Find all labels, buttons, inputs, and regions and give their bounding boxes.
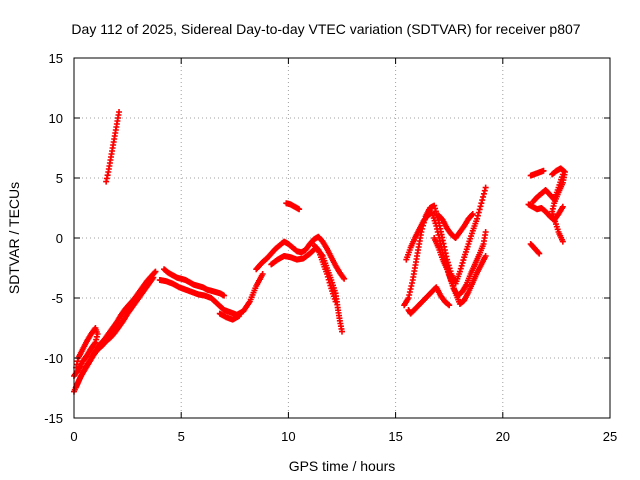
data-point [296,206,303,213]
data-point [478,200,485,207]
data-point [559,203,566,210]
data-point [460,257,467,264]
data-point [474,212,481,219]
x-tick-label: 25 [603,429,617,444]
data-point [482,253,489,259]
x-tick-label: 0 [70,429,77,444]
data-point [540,167,547,174]
y-tick-label: 0 [56,231,63,246]
data-point [536,250,543,257]
data-point [314,246,321,253]
data-point [458,262,465,269]
data-point [474,215,481,222]
data-point [431,202,438,209]
y-tick-label: 10 [49,111,63,126]
data-point [482,229,489,235]
data-point [559,238,566,245]
data-point [481,187,488,194]
ticks: 0 5 10 15 20 25 -15 -10 -5 0 5 10 15 [44,51,617,444]
data-point [323,271,330,277]
data-point [459,259,466,266]
data-point [149,275,156,282]
y-tick-label: -5 [51,291,63,306]
x-tick-label: 10 [281,429,295,444]
data-point [480,190,487,197]
data-point [535,249,542,256]
data-point [259,271,266,277]
data-point [456,268,463,275]
data-point [326,279,333,286]
data-point [341,275,348,282]
x-axis-label: GPS time / hours [289,458,396,474]
data-point [479,197,486,204]
y-tick-label: -15 [44,411,63,426]
data-point [480,193,487,200]
y-axis-label: SDTVAR / TECUs [6,182,22,294]
data-point [476,206,483,213]
data-point [432,205,439,212]
data-point [477,203,484,210]
data-point [236,313,243,319]
data-point [432,208,439,215]
data-point [482,184,489,191]
data-point [327,282,334,289]
data-point [332,298,339,305]
data-point [339,328,345,335]
data-point [221,292,228,299]
chart-title: Day 112 of 2025, Sidereal Day-to-day VTE… [71,21,580,37]
x-tick-label: 15 [388,429,402,444]
data-point [324,273,331,280]
data-point [469,211,476,217]
grid [74,58,610,418]
data-point [325,276,332,283]
data-point [475,209,482,216]
y-tick-label: -10 [44,351,63,366]
x-tick-label: 20 [496,429,510,444]
data-point [446,302,453,309]
data-point [468,211,475,218]
data-point [152,268,159,275]
data-point [150,274,157,281]
data-point [457,265,464,272]
y-tick-label: 5 [56,171,63,186]
data-point [151,269,158,276]
data-point [340,274,347,281]
data-point [116,109,123,115]
y-tick-label: 15 [49,51,63,66]
x-tick-label: 5 [178,429,185,444]
data-points [71,109,568,395]
